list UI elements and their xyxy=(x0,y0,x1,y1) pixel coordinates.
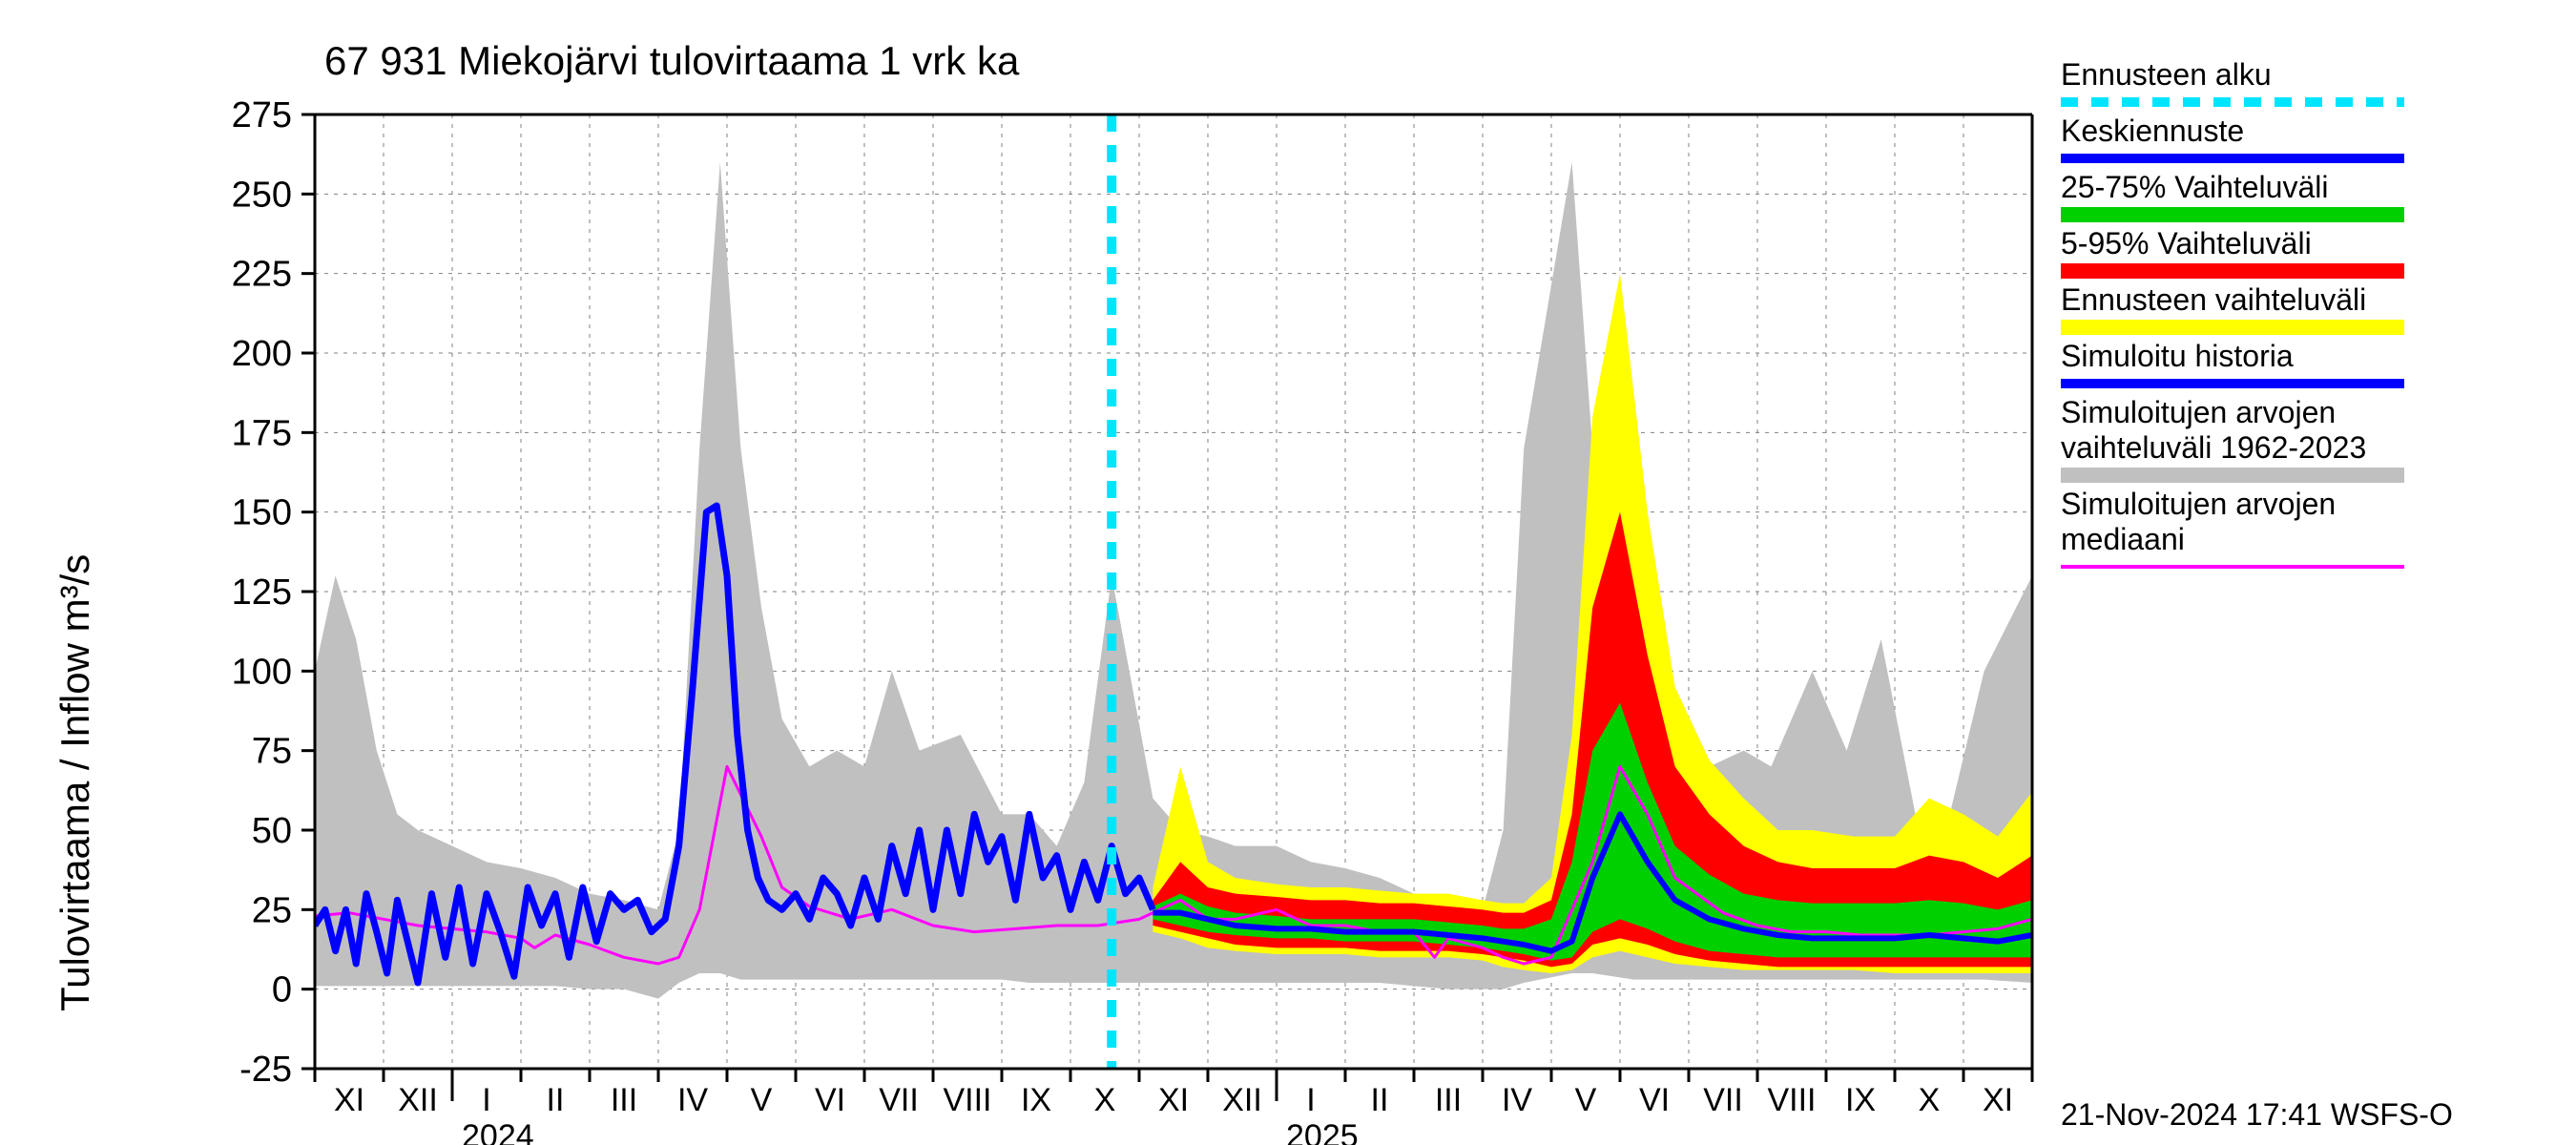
y-axis-label: Tulovirtaama / Inflow m³/s xyxy=(52,554,98,1011)
legend-item: 5-95% Vaihteluväli xyxy=(2061,226,2404,281)
legend-item: Simuloitujen arvojenvaihteluväli 1962-20… xyxy=(2061,395,2404,485)
svg-text:V: V xyxy=(751,1082,773,1118)
footer-timestamp: 21-Nov-2024 17:41 WSFS-O xyxy=(2061,1097,2453,1133)
svg-text:II: II xyxy=(547,1082,565,1118)
svg-text:100: 100 xyxy=(232,652,292,692)
svg-text:VIII: VIII xyxy=(1767,1082,1816,1118)
svg-text:0: 0 xyxy=(272,970,292,1010)
svg-text:III: III xyxy=(611,1082,637,1118)
svg-text:50: 50 xyxy=(252,811,292,851)
svg-text:XI: XI xyxy=(1158,1082,1189,1118)
legend-swatch xyxy=(2061,261,2404,281)
legend-label: 5-95% Vaihteluväli xyxy=(2061,226,2404,261)
svg-text:2025: 2025 xyxy=(1286,1118,1359,1145)
svg-text:VII: VII xyxy=(1703,1082,1743,1118)
legend-swatch xyxy=(2061,466,2404,485)
svg-text:75: 75 xyxy=(252,732,292,772)
svg-text:2024: 2024 xyxy=(462,1118,534,1145)
svg-text:-25: -25 xyxy=(239,1050,292,1090)
legend-swatch xyxy=(2061,557,2404,576)
legend-item: Ennusteen alku xyxy=(2061,57,2404,112)
legend-swatch xyxy=(2061,149,2404,168)
svg-text:150: 150 xyxy=(232,493,292,533)
legend-item: 25-75% Vaihteluväli xyxy=(2061,170,2404,224)
svg-text:200: 200 xyxy=(232,334,292,374)
svg-text:V: V xyxy=(1575,1082,1597,1118)
svg-text:X: X xyxy=(1919,1082,1941,1118)
legend-swatch xyxy=(2061,93,2404,112)
svg-text:IX: IX xyxy=(1021,1082,1051,1118)
svg-text:275: 275 xyxy=(232,95,292,135)
legend-label: Simuloitu historia xyxy=(2061,339,2404,374)
svg-text:XI: XI xyxy=(334,1082,364,1118)
legend-swatch xyxy=(2061,374,2404,393)
svg-text:25: 25 xyxy=(252,890,292,930)
svg-text:III: III xyxy=(1435,1082,1462,1118)
legend-item: Keskiennuste xyxy=(2061,114,2404,168)
legend-label: Simuloitujen arvojenmediaani xyxy=(2061,487,2404,557)
svg-text:225: 225 xyxy=(232,255,292,295)
legend-swatch xyxy=(2061,318,2404,337)
legend-item: Simuloitu historia xyxy=(2061,339,2404,393)
svg-text:XII: XII xyxy=(398,1082,438,1118)
legend-label: Ennusteen vaihteluväli xyxy=(2061,282,2404,318)
svg-text:II: II xyxy=(1371,1082,1389,1118)
svg-text:IV: IV xyxy=(1502,1082,1532,1118)
svg-text:175: 175 xyxy=(232,413,292,453)
svg-text:VII: VII xyxy=(879,1082,919,1118)
legend-label: Simuloitujen arvojenvaihteluväli 1962-20… xyxy=(2061,395,2404,466)
svg-text:VI: VI xyxy=(1639,1082,1670,1118)
svg-text:VI: VI xyxy=(815,1082,845,1118)
legend-item: Ennusteen vaihteluväli xyxy=(2061,282,2404,337)
svg-text:X: X xyxy=(1094,1082,1116,1118)
svg-text:IX: IX xyxy=(1845,1082,1876,1118)
chart-title: 67 931 Miekojärvi tulovirtaama 1 vrk ka xyxy=(324,38,1019,84)
svg-text:IV: IV xyxy=(677,1082,708,1118)
legend: Ennusteen alku Keskiennuste 25-75% Vaihtel… xyxy=(2061,57,2404,578)
legend-swatch xyxy=(2061,205,2404,224)
svg-text:125: 125 xyxy=(232,572,292,613)
legend-label: Ennusteen alku xyxy=(2061,57,2404,93)
legend-label: 25-75% Vaihteluväli xyxy=(2061,170,2404,205)
svg-text:XI: XI xyxy=(1983,1082,2013,1118)
svg-text:250: 250 xyxy=(232,175,292,215)
svg-text:VIII: VIII xyxy=(943,1082,991,1118)
svg-text:XII: XII xyxy=(1222,1082,1262,1118)
legend-item: Simuloitujen arvojenmediaani xyxy=(2061,487,2404,576)
svg-text:I: I xyxy=(482,1082,490,1118)
legend-label: Keskiennuste xyxy=(2061,114,2404,149)
svg-text:I: I xyxy=(1306,1082,1315,1118)
chart-page: 67 931 Miekojärvi tulovirtaama 1 vrk ka … xyxy=(0,0,2576,1145)
